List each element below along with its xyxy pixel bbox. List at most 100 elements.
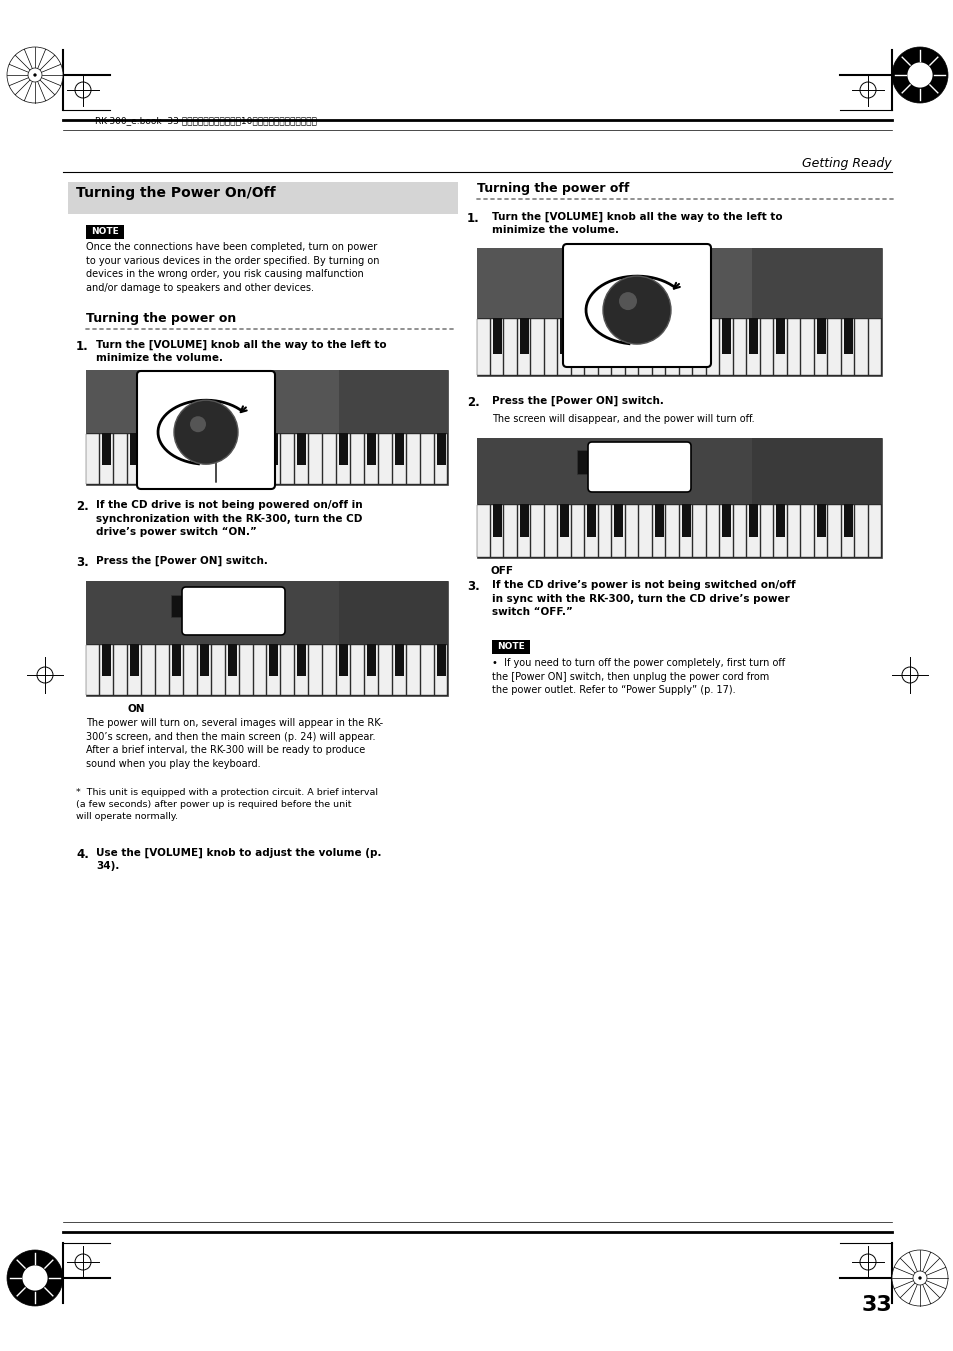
Bar [114,434,127,484]
Bar [228,434,236,465]
Bar [843,504,852,538]
Bar [477,505,490,557]
Bar [420,646,433,694]
Text: 2.: 2. [467,396,479,409]
Bar [393,646,405,694]
Bar [212,646,225,694]
Bar [100,434,113,484]
Circle shape [7,47,63,103]
Bar [436,434,445,465]
Bar [814,319,826,376]
Bar [297,644,306,677]
Bar [114,646,127,694]
Bar [720,319,732,376]
Bar [544,319,557,376]
Bar [102,644,112,677]
Bar [323,434,335,484]
Bar [491,505,503,557]
Bar [171,594,189,617]
Text: 1.: 1. [467,212,479,226]
Bar [309,646,322,694]
Circle shape [618,292,637,311]
Bar [212,434,225,484]
Bar [706,505,719,557]
Bar [625,319,638,376]
Text: If the CD drive is not being powered on/off in
synchronization with the RK-300, : If the CD drive is not being powered on/… [96,500,362,538]
Bar [435,646,447,694]
Bar [367,644,375,677]
Text: Turning the Power On/Off: Turning the Power On/Off [76,186,275,200]
Text: MIN: MIN [172,463,185,469]
Bar [666,319,679,376]
Bar [184,646,196,694]
Bar [559,504,569,538]
Bar [336,646,350,694]
Bar [226,646,238,694]
Text: Turning the power off: Turning the power off [476,182,629,195]
Bar [378,646,392,694]
Text: OFF: OFF [490,566,513,576]
Bar [395,644,403,677]
Circle shape [190,416,206,432]
Circle shape [891,47,947,103]
Bar [102,434,112,465]
Text: RK-300_e.book  33 ページ　２００８年９月10日　水曜日　午後４時６分: RK-300_e.book 33 ページ ２００８年９月10日 水曜日 午後４時… [95,116,316,126]
Bar [476,438,882,558]
Bar [652,505,665,557]
Bar [733,505,745,557]
Bar [774,505,786,557]
Bar [351,434,364,484]
Text: 3.: 3. [467,580,479,593]
Bar [128,646,141,694]
Bar [544,505,557,557]
Bar [760,319,773,376]
Bar [654,319,663,354]
Bar [156,646,169,694]
Bar [504,319,517,376]
Bar [827,505,841,557]
Bar [760,505,773,557]
Bar [748,504,758,538]
Text: *  This unit is equipped with a protection circuit. A brief interval
(a few seco: * This unit is equipped with a protectio… [76,788,377,821]
Bar [572,319,584,376]
Bar [652,319,665,376]
Bar [100,646,113,694]
Bar [504,505,517,557]
Text: 2.: 2. [76,500,89,513]
Bar [365,646,377,694]
Bar [406,434,419,484]
Bar [228,644,236,677]
Text: Getting Ready: Getting Ready [801,157,891,170]
Bar [721,504,730,538]
Bar [559,319,569,354]
Bar [367,434,375,465]
Bar [693,505,705,557]
Bar [281,646,294,694]
Text: NOTE: NOTE [91,227,119,236]
Bar [395,434,403,465]
Bar [142,434,155,484]
Bar [323,646,335,694]
Bar [170,434,183,484]
Bar [338,434,348,465]
Bar [86,581,448,644]
Bar [226,434,238,484]
Bar [679,505,692,557]
Circle shape [891,1250,947,1306]
Bar [172,434,181,465]
Bar [435,434,447,484]
Bar [531,505,543,557]
Bar [801,319,813,376]
Bar [787,319,800,376]
Bar [776,504,784,538]
Bar [681,504,690,538]
Bar [295,434,308,484]
Circle shape [28,68,42,82]
Bar [752,249,882,319]
Bar [614,504,622,538]
Bar [801,505,813,557]
Text: VOLUME: VOLUME [618,255,655,265]
Bar [492,640,530,654]
Bar [351,646,364,694]
Bar [130,644,139,677]
